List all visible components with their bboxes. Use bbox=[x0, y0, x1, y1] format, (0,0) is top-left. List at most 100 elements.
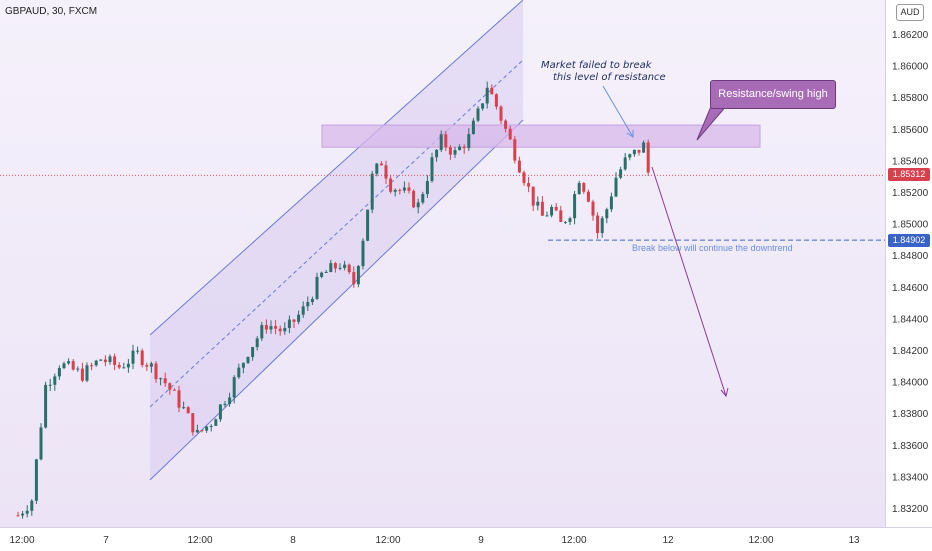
candle-body bbox=[637, 149, 641, 153]
candle-body bbox=[517, 160, 521, 173]
candle-body bbox=[444, 134, 448, 148]
candle-body bbox=[62, 363, 66, 369]
candle-body bbox=[94, 360, 98, 366]
candle-body bbox=[527, 183, 531, 187]
y-tick-label: 1.84000 bbox=[892, 378, 929, 389]
candle-body bbox=[140, 350, 144, 366]
candle-body bbox=[379, 163, 383, 166]
candle-body bbox=[214, 419, 218, 426]
candle-body bbox=[494, 94, 498, 107]
x-tick-label: 12 bbox=[662, 535, 674, 546]
candle-body bbox=[600, 218, 604, 234]
x-axis-ticks: 12:00 7 12:00 8 12:00 9 12:00 12 12:00 13 bbox=[9, 535, 860, 546]
candle-body bbox=[108, 356, 112, 363]
support-price-tag: 1.84902 bbox=[888, 234, 930, 247]
candle-body bbox=[25, 510, 29, 514]
candle-body bbox=[439, 134, 443, 150]
candle-body bbox=[591, 201, 595, 216]
currency-label[interactable]: AUD bbox=[896, 4, 924, 21]
candle-body bbox=[48, 384, 52, 386]
candle-body bbox=[228, 397, 232, 404]
candle-body bbox=[232, 377, 236, 398]
candle-body bbox=[568, 218, 572, 222]
candle-body bbox=[573, 194, 577, 219]
candle-body bbox=[301, 306, 305, 315]
chart-drawings bbox=[149, 0, 761, 481]
candle-body bbox=[563, 221, 567, 223]
candle-body bbox=[241, 362, 245, 368]
candle-body bbox=[177, 390, 181, 408]
market-note-line-1: Market failed to break bbox=[541, 60, 652, 71]
candle-body bbox=[149, 363, 153, 367]
candle-body bbox=[306, 302, 310, 307]
candle-body bbox=[131, 350, 135, 364]
x-tick-label: 12:00 bbox=[375, 535, 400, 546]
candle-body bbox=[44, 384, 48, 428]
candle-body bbox=[200, 430, 204, 432]
candle-body bbox=[126, 363, 130, 368]
candle-body bbox=[34, 459, 38, 501]
resistance-zone bbox=[321, 124, 761, 148]
candle-body bbox=[614, 177, 618, 197]
candle-body bbox=[513, 139, 517, 161]
candles bbox=[16, 81, 650, 519]
candle-body bbox=[623, 157, 627, 170]
candle-body bbox=[182, 407, 186, 409]
candle-body bbox=[462, 146, 466, 149]
candle-body bbox=[550, 206, 554, 216]
y-tick-label: 1.83800 bbox=[892, 409, 929, 420]
candle-body bbox=[283, 327, 287, 332]
candle-body bbox=[260, 325, 264, 339]
candle-body bbox=[90, 365, 94, 367]
candle-body bbox=[218, 404, 222, 420]
candle-body bbox=[407, 187, 411, 191]
y-tick-label: 1.83600 bbox=[892, 441, 929, 452]
candle-body bbox=[315, 276, 319, 299]
y-tick-label: 1.84800 bbox=[892, 251, 929, 262]
channel-mid-line bbox=[149, 59, 524, 408]
price-axis[interactable] bbox=[885, 0, 932, 527]
last-price-tag: 1.85312 bbox=[888, 168, 930, 181]
break-note: Break below will continue the downtrend bbox=[632, 243, 793, 253]
y-tick-label: 1.85000 bbox=[892, 220, 929, 231]
candle-body bbox=[430, 157, 434, 181]
candle-body bbox=[398, 189, 402, 191]
candle-body bbox=[76, 368, 80, 370]
candle-body bbox=[122, 367, 126, 369]
candle-body bbox=[453, 150, 457, 155]
x-tick-label: 9 bbox=[478, 535, 484, 546]
candle-body bbox=[402, 187, 406, 191]
market-note-line-2: this level of resistance bbox=[553, 72, 666, 83]
candle-body bbox=[103, 359, 107, 363]
time-axis[interactable] bbox=[0, 527, 932, 551]
candle-body bbox=[642, 142, 646, 153]
candle-body bbox=[435, 149, 439, 158]
y-tick-label: 1.85600 bbox=[892, 125, 929, 136]
candle-body bbox=[333, 263, 337, 269]
candle-body bbox=[545, 215, 549, 217]
candle-body bbox=[508, 128, 512, 140]
candle-body bbox=[223, 403, 227, 405]
candle-body bbox=[113, 356, 117, 365]
projection-arrow bbox=[651, 166, 727, 397]
candle-body bbox=[310, 298, 314, 303]
y-tick-label: 1.84400 bbox=[892, 314, 929, 325]
candle-body bbox=[53, 376, 57, 385]
candle-body bbox=[99, 359, 103, 361]
y-tick-label: 1.86000 bbox=[892, 62, 929, 73]
market-note: Market failed to break this level of res… bbox=[541, 60, 666, 84]
candle-body bbox=[80, 368, 84, 381]
y-axis-ticks: 1.86200 1.86000 1.85800 1.85600 1.85400 1.852… bbox=[892, 30, 929, 515]
candle-body bbox=[297, 314, 301, 322]
channel-lower-line bbox=[149, 119, 524, 481]
x-tick-label: 12:00 bbox=[9, 535, 34, 546]
candle-body bbox=[389, 178, 393, 192]
candle-body bbox=[448, 147, 452, 155]
candle-body bbox=[370, 173, 374, 210]
candle-body bbox=[605, 209, 609, 219]
candle-body bbox=[172, 389, 176, 391]
candle-body bbox=[237, 367, 241, 378]
note-arrowhead bbox=[626, 130, 634, 138]
note-arrow bbox=[602, 85, 634, 138]
